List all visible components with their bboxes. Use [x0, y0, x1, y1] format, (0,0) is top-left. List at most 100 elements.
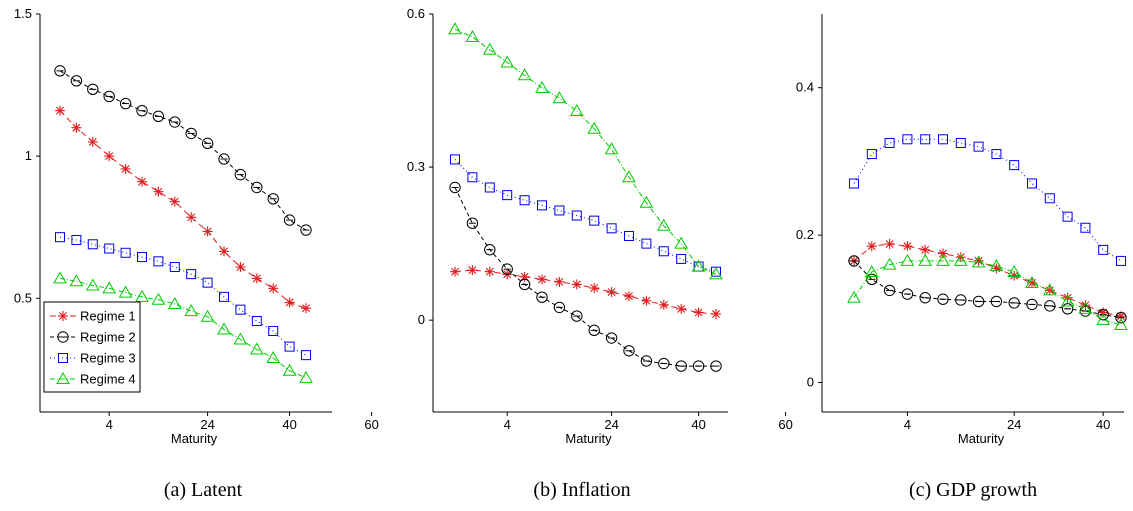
data-point: [554, 205, 565, 216]
data-point: [482, 42, 497, 55]
data-point: [882, 257, 897, 270]
data-point: [502, 190, 513, 201]
legend-marker: [57, 331, 69, 343]
data-point: [200, 309, 215, 322]
data-point: [249, 342, 264, 355]
data-point: [120, 247, 131, 258]
legend-marker: [58, 311, 68, 321]
data-point: [1080, 222, 1091, 233]
data-point: [266, 350, 281, 363]
data-point: [973, 141, 984, 152]
data-point: [900, 253, 915, 266]
data-point: [864, 264, 879, 277]
x-axis-title: Maturity: [171, 431, 218, 446]
data-point: [184, 304, 199, 317]
series-line: [853, 243, 1122, 317]
data-point: [235, 304, 246, 315]
chart-panel-1: 0.5 1 1.5 4 24 40 60 Maturity (a) Latent: [14, 6, 379, 501]
y-tick-label: 0.2: [796, 227, 814, 242]
data-point: [1044, 300, 1056, 312]
data-point: [484, 244, 496, 256]
data-point: [639, 195, 654, 208]
data-point: [466, 217, 479, 229]
data-point: [938, 248, 948, 259]
data-point: [554, 276, 565, 287]
data-point: [588, 324, 600, 337]
data-point: [467, 172, 478, 183]
data-point: [151, 292, 166, 305]
series-regime-2: [54, 65, 312, 236]
data-point: [153, 256, 164, 267]
data-point: [535, 80, 549, 93]
series-regime-1: [450, 265, 721, 320]
data-point: [448, 22, 462, 35]
data-point: [624, 291, 634, 302]
data-point: [519, 195, 530, 206]
data-point: [711, 266, 721, 277]
data-point: [1114, 318, 1128, 331]
data-point: [709, 267, 723, 280]
x-tick-label: 4: [504, 417, 511, 432]
series-regime-4: [847, 253, 1128, 331]
x-axis-title: Maturity: [958, 431, 1005, 446]
data-point: [589, 215, 600, 226]
data-point: [299, 370, 313, 383]
data-point: [640, 355, 653, 367]
data-point: [267, 193, 279, 205]
legend-marker: [56, 371, 70, 384]
data-point: [1062, 211, 1073, 222]
series-line: [454, 159, 717, 273]
data-point: [55, 105, 65, 116]
data-point: [283, 214, 296, 226]
series-regime-1: [849, 238, 1126, 322]
data-point: [1115, 311, 1127, 324]
data-point: [119, 97, 132, 110]
data-point: [973, 255, 984, 266]
data-point: [235, 262, 246, 273]
data-point: [103, 90, 115, 103]
data-point: [675, 360, 687, 372]
data-point: [883, 284, 896, 297]
data-point: [152, 110, 165, 123]
data-point: [537, 274, 547, 285]
data-point: [465, 29, 480, 42]
y-tick-label: 0: [418, 312, 425, 327]
data-point: [848, 255, 860, 267]
series-regime-2: [848, 255, 1127, 324]
y-tick-label: 0.4: [796, 80, 814, 95]
data-point: [1008, 297, 1020, 309]
series-regime-1: [55, 105, 311, 314]
data-point: [656, 218, 671, 231]
data-point: [1097, 309, 1109, 321]
data-point: [710, 360, 722, 372]
data-point: [153, 186, 164, 197]
data-point: [120, 163, 131, 174]
legend-label: Regime 1: [80, 309, 136, 324]
data-point: [282, 363, 297, 376]
series-line: [454, 28, 717, 275]
series-line: [454, 269, 717, 315]
x-tick-label: 24: [604, 417, 618, 432]
series-line: [59, 70, 307, 231]
data-point: [658, 299, 669, 310]
data-point: [884, 137, 895, 148]
data-point: [537, 200, 547, 211]
legend-box: [43, 301, 141, 393]
data-point: [87, 239, 98, 250]
data-point: [69, 274, 84, 287]
y-tick-label: 1: [25, 148, 32, 163]
legend-item: Regime 4: [50, 372, 136, 387]
data-point: [658, 246, 669, 257]
legend-item: Regime 3: [50, 351, 136, 366]
data-point: [185, 127, 197, 140]
data-point: [169, 262, 180, 273]
data-point: [711, 309, 721, 320]
x-tick-label: 24: [200, 417, 214, 432]
data-point: [920, 244, 931, 255]
data-point: [955, 294, 967, 306]
data-point: [901, 288, 914, 300]
series-regime-3: [849, 134, 1126, 266]
data-point: [1098, 307, 1109, 318]
data-point: [1027, 178, 1037, 189]
legend-label: Regime 2: [80, 330, 136, 345]
